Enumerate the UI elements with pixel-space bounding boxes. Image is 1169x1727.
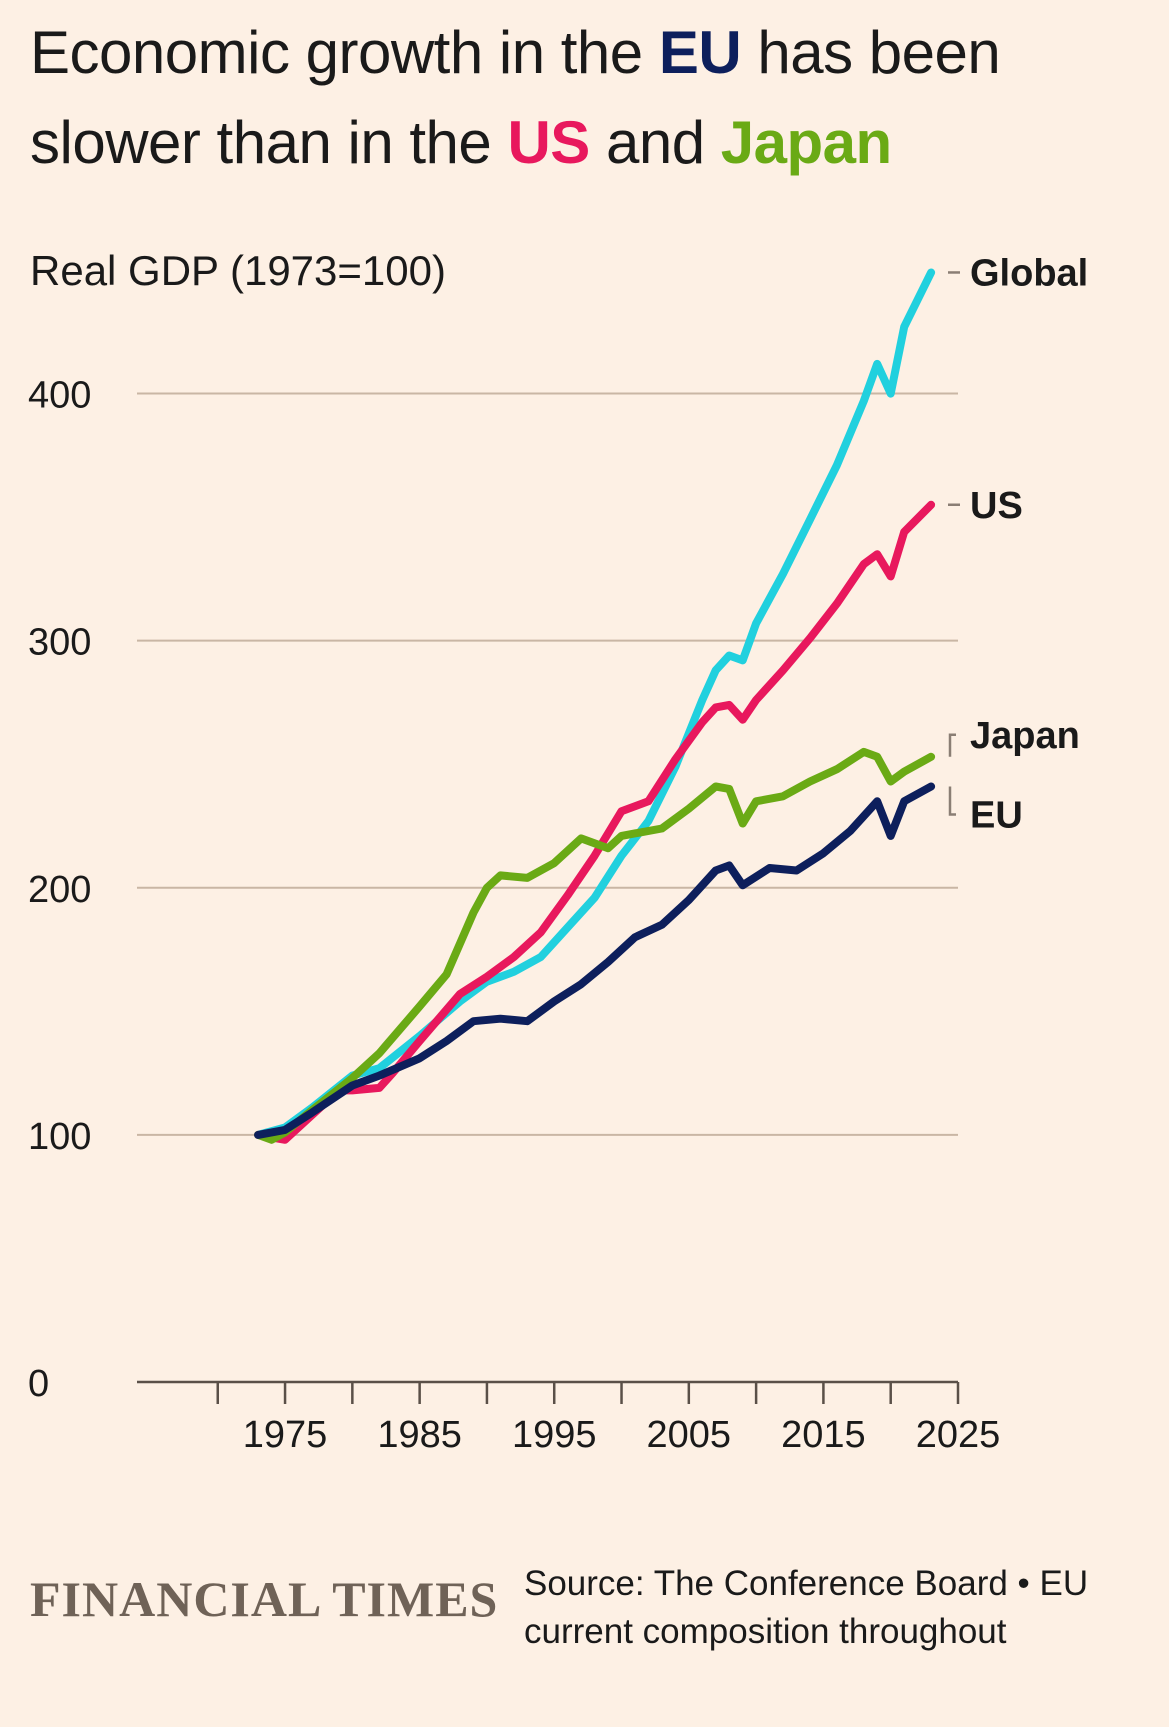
chart-subtitle: Real GDP (1973=100) xyxy=(30,247,446,294)
title-eu: EU xyxy=(658,19,742,86)
series-lines xyxy=(254,268,936,1144)
y-tick-label: 0 xyxy=(28,1363,49,1405)
x-tick-label: 1995 xyxy=(512,1414,597,1456)
publisher-logo: FINANCIAL TIMES xyxy=(30,1571,499,1627)
label-eu: EU xyxy=(970,794,1023,836)
series-line-global xyxy=(254,268,936,1139)
x-tick-label: 2015 xyxy=(781,1414,866,1456)
series-end-labels: Global US Japan EU xyxy=(948,252,1088,836)
x-axis: 1975 1985 1995 2005 2015 2025 xyxy=(137,1380,1001,1456)
source-note: Source: The Conference Board • EU curren… xyxy=(524,1564,1089,1651)
chart-title: Economic growth in the EU has been slowe… xyxy=(30,8,1150,188)
y-tick-label: 400 xyxy=(28,375,91,417)
series-line-us xyxy=(254,500,936,1144)
title-japan: Japan xyxy=(720,109,892,176)
y-tick-label: 200 xyxy=(28,869,91,911)
label-japan: Japan xyxy=(970,715,1080,757)
label-us: US xyxy=(970,485,1023,527)
leader-eu xyxy=(948,786,956,816)
line-chart: 0 100 200 300 400 1975 1985 1995 2005 2015 2025 G… xyxy=(28,252,1088,1456)
title-us: US xyxy=(507,109,590,176)
x-tick-label: 1975 xyxy=(243,1414,328,1456)
series-line-japan xyxy=(254,747,936,1144)
series-line-eu xyxy=(254,782,936,1139)
x-tick-label: 1985 xyxy=(377,1414,462,1456)
title-part-1: Economic growth in the xyxy=(30,19,659,86)
x-tick-label: 2025 xyxy=(916,1414,1001,1456)
label-global: Global xyxy=(970,252,1088,294)
leader-japan xyxy=(948,733,956,757)
y-axis: 0 100 200 300 400 xyxy=(28,375,91,1405)
y-tick-label: 100 xyxy=(28,1116,91,1158)
y-tick-label: 300 xyxy=(28,622,91,664)
gridlines xyxy=(137,392,958,1136)
title-part-2: has been slower than in the xyxy=(30,19,1001,176)
x-tick-label: 2005 xyxy=(647,1414,732,1456)
title-part-3: and xyxy=(589,109,721,176)
